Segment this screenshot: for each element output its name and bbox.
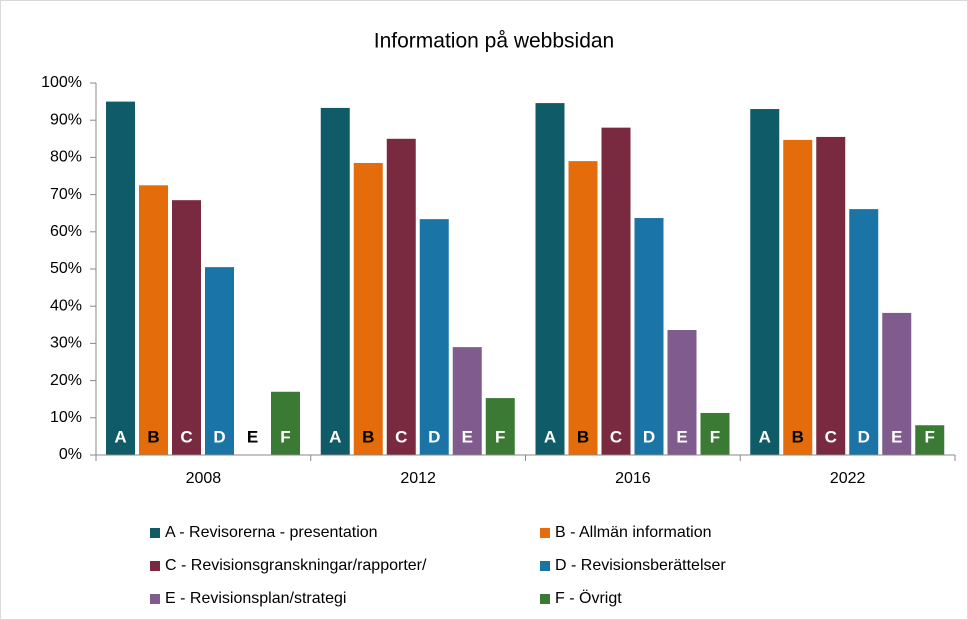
bar <box>816 136 846 455</box>
y-tick-label: 60% <box>50 223 82 240</box>
y-tick-label: 40% <box>50 297 82 314</box>
legend-label: B - Allmän information <box>555 524 712 541</box>
legend-swatch <box>540 561 550 571</box>
bar <box>634 218 664 455</box>
y-tick-label: 80% <box>50 149 82 166</box>
bar <box>271 391 300 455</box>
bar <box>568 161 598 455</box>
bar <box>667 330 697 455</box>
y-tick-label: 30% <box>50 335 82 352</box>
bar-letter: D <box>858 427 870 446</box>
bar-letter: C <box>825 427 837 446</box>
bar-letter: A <box>329 427 341 446</box>
y-tick-label: 20% <box>50 372 82 389</box>
bar <box>750 109 780 455</box>
bar <box>205 267 234 455</box>
bar <box>485 398 515 455</box>
y-tick-label: 0% <box>59 446 82 463</box>
bar-letter: B <box>362 427 374 446</box>
bar <box>139 185 168 456</box>
bar-letter: D <box>428 427 440 446</box>
bar-letter: A <box>114 427 126 446</box>
legend-label: E - Revisionsplan/strategi <box>165 590 346 607</box>
bar-letter: F <box>495 427 505 446</box>
bar-letter: C <box>180 427 192 446</box>
bar <box>106 101 135 455</box>
x-tick-label: 2012 <box>400 470 436 487</box>
bar <box>353 162 383 456</box>
bar <box>535 103 565 455</box>
bar-letter: A <box>544 427 556 446</box>
bar <box>452 347 482 455</box>
legend-swatch <box>150 561 160 571</box>
bar-letter: C <box>610 427 622 446</box>
chart-title: Information på webbsidan <box>374 30 615 53</box>
bar-letter: C <box>395 427 407 446</box>
bar-letter: F <box>710 427 720 446</box>
x-tick-label: 2016 <box>615 470 651 487</box>
bar <box>915 425 945 455</box>
y-tick-label: 90% <box>50 111 82 128</box>
bar <box>882 312 912 455</box>
legend-swatch <box>150 528 160 538</box>
bar <box>783 139 813 455</box>
bar-letter: B <box>147 427 159 446</box>
bar-letter: D <box>643 427 655 446</box>
y-tick-label: 70% <box>50 186 82 203</box>
y-tick-label: 10% <box>50 409 82 426</box>
bar <box>419 219 449 455</box>
bar-letter: F <box>280 427 290 446</box>
legend-label: D - Revisionsberättelser <box>555 557 726 574</box>
y-tick-label: 100% <box>41 74 82 91</box>
bar <box>386 138 416 456</box>
legend-label: C - Revisionsgranskningar/rapporter/ <box>165 557 427 574</box>
bar-letter: A <box>759 427 771 446</box>
bar <box>172 200 201 455</box>
bar-letter: E <box>462 427 473 446</box>
x-tick-label: 2008 <box>186 470 222 487</box>
legend-swatch <box>540 594 550 604</box>
bar-letter: B <box>577 427 589 446</box>
bar-letter: E <box>676 427 687 446</box>
bar <box>849 209 879 455</box>
x-tick-label: 2022 <box>830 470 866 487</box>
legend-label: F - Övrigt <box>555 589 622 607</box>
bar <box>700 412 730 455</box>
legend-swatch <box>540 528 550 538</box>
bar <box>320 107 350 455</box>
bar-letter: E <box>247 427 258 446</box>
y-tick-label: 50% <box>50 260 82 277</box>
legend-swatch <box>150 594 160 604</box>
bar-letter: B <box>792 427 804 446</box>
legend-label: A - Revisorerna - presentation <box>165 524 378 541</box>
bar <box>601 127 631 455</box>
bar-letter: F <box>925 427 935 446</box>
bar-letter: D <box>213 427 225 446</box>
bar-letter: E <box>891 427 902 446</box>
